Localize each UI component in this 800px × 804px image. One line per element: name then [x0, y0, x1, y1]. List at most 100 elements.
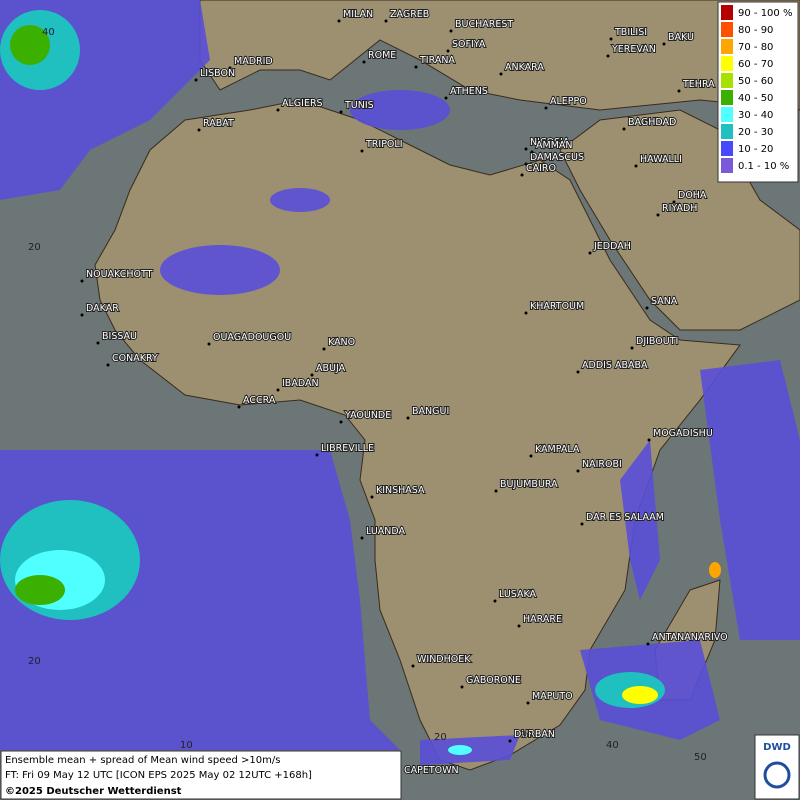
city-dot [449, 29, 453, 33]
logo-icon [763, 761, 791, 789]
city-dot [228, 66, 232, 70]
city-label: NOUAKCHOTT [86, 269, 153, 280]
footer-line: Ensemble mean + spread of Mean wind spee… [5, 755, 280, 766]
city-label: ALEPPO [550, 96, 587, 107]
legend: 90 - 100 % 80 - 90 70 - 80 60 - 70 50 - 60 40… [717, 1, 799, 183]
city-dot [414, 65, 418, 69]
city-dot [656, 213, 660, 217]
legend-label: 30 - 40 [738, 110, 773, 121]
city-label: DOHA [678, 190, 707, 201]
city-dot [406, 416, 410, 420]
city-label: HAWALLI [640, 154, 682, 165]
city-label: LUSAKA [499, 589, 537, 600]
city-dot [529, 454, 533, 458]
city-label: GABORONE [466, 675, 521, 686]
footer-line: FT: Fri 09 May 12 UTC [ICON EPS 2025 May… [5, 770, 312, 781]
city-label: DAR ES SALAAM [586, 512, 664, 523]
legend-label: 40 - 50 [738, 93, 773, 104]
city-dot [460, 685, 464, 689]
city-dot [576, 469, 580, 473]
city-dot [237, 405, 241, 409]
legend-swatch [721, 5, 733, 20]
city-label: ANKARA [505, 62, 544, 73]
city-label: BAKU [668, 32, 694, 43]
city-label: IBADAN [282, 378, 319, 389]
legend-swatch [721, 124, 733, 139]
city-label: YAOUNDE [344, 410, 391, 421]
city-label: TIRANA [419, 55, 455, 66]
city-dot [337, 19, 341, 23]
city-label: YEREVAN [611, 44, 656, 55]
grid-label: 20 [434, 732, 447, 743]
city-dot [677, 89, 681, 93]
city-dot [370, 495, 374, 499]
city-dot [662, 42, 666, 46]
city-dot [106, 363, 110, 367]
city-label: JEDDAH [593, 241, 631, 252]
legend-label: 90 - 100 % [738, 8, 792, 19]
city-label: NICOSIA [530, 137, 570, 148]
wind-strong [0, 10, 721, 755]
legend-label: 60 - 70 [738, 59, 773, 70]
city-dot [630, 346, 634, 350]
city-dot [588, 251, 592, 255]
legend-swatch [721, 158, 733, 173]
footer-box [0, 750, 402, 800]
city-dot [508, 739, 512, 743]
legend-label: 20 - 30 [738, 127, 773, 138]
city-label: CAPETOWN [404, 765, 459, 776]
legend-label: 50 - 60 [738, 76, 773, 87]
city-dot [517, 624, 521, 628]
city-dot [80, 313, 84, 317]
city-label: DURBAN [514, 729, 555, 740]
legend-label: 70 - 80 [738, 42, 773, 53]
city-dot [499, 72, 503, 76]
city-dot [322, 347, 326, 351]
city-label: AMMAN [536, 140, 573, 151]
city-dot [647, 438, 651, 442]
city-dot [576, 370, 580, 374]
city-dot [493, 599, 497, 603]
city-dot [609, 37, 613, 41]
city-label: MAPUTO [532, 691, 573, 702]
city-dot [646, 642, 650, 646]
city-dot [360, 149, 364, 153]
footer-line: ©2025 Deutscher Wetterdienst [5, 786, 182, 797]
city-dot [580, 522, 584, 526]
city-dot [672, 200, 676, 204]
city-label: ACCRA [243, 395, 276, 406]
city-label: LISBON [200, 68, 235, 79]
city-label: DJIBOUTI [636, 336, 678, 347]
city-label: SANA [651, 296, 678, 307]
city-label: DAMASCUS [530, 152, 584, 163]
city-label: TRIPOLI [365, 139, 403, 150]
city-labels: MILAN ZAGREB BUCHAREST SOFIYA ROME TIRANA ANKA… [80, 8, 729, 779]
city-label: ALGIERS [282, 98, 323, 109]
city-dot [384, 19, 388, 23]
city-label: WINDHOEK [417, 654, 471, 665]
city-label: TBILISI [614, 27, 647, 38]
city-label: KANO [328, 337, 355, 348]
grid-label: 30 [520, 730, 533, 741]
city-label: BUJUMBURA [500, 479, 558, 490]
city-dot [362, 60, 366, 64]
logo-text: DWD [763, 742, 791, 753]
legend-swatch [721, 39, 733, 54]
city-label: MOGADISHU [653, 428, 713, 439]
grid-labels: 40 20 20 10 20 30 40 50 [28, 27, 707, 763]
city-dot [494, 489, 498, 493]
city-dot [315, 453, 319, 457]
city-dot [96, 341, 100, 345]
city-label: SOFIYA [452, 39, 486, 50]
grid-label: 40 [606, 740, 619, 751]
city-label: MILAN [343, 9, 373, 20]
city-dot [276, 388, 280, 392]
city-label: ROME [368, 50, 396, 61]
city-dot [360, 536, 364, 540]
legend-label: 80 - 90 [738, 25, 773, 36]
city-dot [530, 150, 534, 154]
city-dot [310, 373, 314, 377]
city-dot [339, 420, 343, 424]
city-label: HARARE [523, 614, 562, 625]
